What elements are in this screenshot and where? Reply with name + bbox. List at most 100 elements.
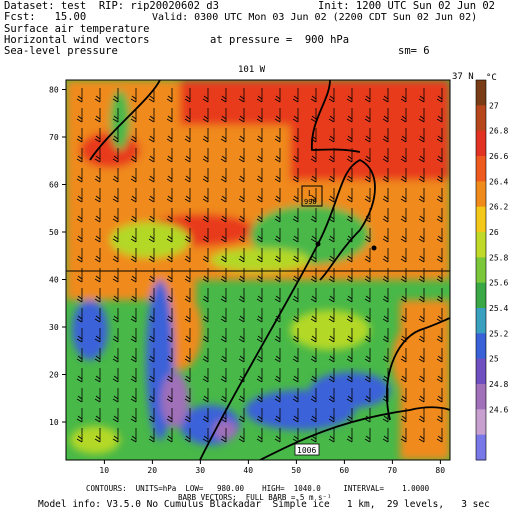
wind-barb — [292, 288, 299, 303]
wind-barb — [76, 408, 83, 423]
wind-barb — [400, 248, 407, 263]
y-axis-ticks: 10 20 30 40 50 60 70 80 — [49, 86, 66, 427]
wind-barb — [202, 108, 209, 123]
temperature-region — [80, 132, 140, 168]
wind-barb — [148, 268, 155, 283]
wind-barb — [292, 348, 299, 363]
wind-barb — [292, 408, 299, 423]
wind-barb — [418, 208, 425, 223]
wind-barb — [220, 208, 227, 223]
wind-barb — [346, 248, 353, 263]
colorbar-swatch — [476, 282, 486, 309]
wind-barb — [436, 348, 443, 363]
y-tick-label: 80 — [49, 86, 59, 95]
x-tick-label: 40 — [243, 466, 253, 475]
wind-barb — [400, 328, 407, 343]
wind-barb — [346, 368, 353, 383]
wind-barb — [112, 428, 119, 443]
wind-barb — [166, 88, 173, 103]
wind-barb — [274, 88, 281, 103]
wind-barb — [346, 288, 353, 303]
wind-barb — [418, 428, 425, 443]
wind-barb — [202, 268, 209, 283]
wind-barb — [148, 128, 155, 143]
wind-barb — [202, 288, 209, 303]
wind-barb — [94, 248, 101, 263]
wind-barb — [364, 308, 371, 323]
colorbar-label: 26.6 — [489, 152, 508, 161]
wind-barb — [256, 208, 263, 223]
wind-barb — [436, 368, 443, 383]
wind-barb — [328, 228, 335, 243]
wind-barb — [382, 268, 389, 283]
wind-barb — [364, 188, 371, 203]
wind-barb — [184, 148, 191, 163]
wind-barb — [220, 308, 227, 323]
wind-barb — [238, 248, 245, 263]
wind-barb — [202, 148, 209, 163]
wind-barb — [382, 248, 389, 263]
temperature-region — [180, 80, 450, 125]
wind-barb — [346, 108, 353, 123]
colorbar-swatch — [476, 156, 486, 182]
temperature-region — [210, 248, 310, 272]
wind-barb — [346, 168, 353, 183]
colorbar-label: 24.8 — [489, 380, 508, 389]
wind-barb — [184, 328, 191, 343]
wind-barb — [292, 268, 299, 283]
colorbar-label: 26.8 — [489, 127, 508, 136]
wind-barb — [436, 148, 443, 163]
wind-barb — [220, 108, 227, 123]
wind-barb — [364, 108, 371, 123]
isobar — [199, 158, 376, 460]
wind-barb — [400, 408, 407, 423]
wind-barb — [418, 248, 425, 263]
wind-barb — [400, 168, 407, 183]
wind-barb — [166, 368, 173, 383]
wind-barb — [238, 408, 245, 423]
wind-barb — [382, 128, 389, 143]
wind-barb — [256, 408, 263, 423]
wind-barb — [184, 408, 191, 423]
wind-barb — [112, 208, 119, 223]
temperature-region — [161, 372, 189, 428]
wind-barb — [310, 308, 317, 323]
plot-frame — [65, 79, 451, 461]
wind-barb — [346, 348, 353, 363]
wind-barb — [148, 148, 155, 163]
colorbar-swatch — [476, 358, 486, 385]
wind-barb — [256, 288, 263, 303]
wind-barb — [94, 128, 101, 143]
wind-barb — [310, 128, 317, 143]
wind-barb — [364, 348, 371, 363]
wind-barb — [148, 168, 155, 183]
wind-barb — [274, 308, 281, 323]
wind-barb — [292, 308, 299, 323]
wind-barb — [346, 128, 353, 143]
colorbar-swatch — [476, 434, 486, 461]
colorbar-label: 26.2 — [489, 203, 508, 212]
wind-barb — [274, 328, 281, 343]
wind-barb — [256, 88, 263, 103]
wind-barb — [76, 88, 83, 103]
wind-barb — [382, 188, 389, 203]
wind-barb — [94, 368, 101, 383]
wind-barb — [166, 408, 173, 423]
wind-barb — [328, 288, 335, 303]
wind-barb — [292, 208, 299, 223]
isobar — [386, 317, 450, 421]
wind-barb — [274, 428, 281, 443]
wind-barb — [166, 208, 173, 223]
wind-barb — [166, 108, 173, 123]
wind-barb — [382, 288, 389, 303]
y-tick-label: 50 — [49, 228, 59, 237]
wind-barb — [328, 128, 335, 143]
wind-barb — [166, 308, 173, 323]
colorbar-label: 26.4 — [489, 177, 508, 186]
wind-barb — [418, 168, 425, 183]
wind-barb — [130, 88, 137, 103]
forecast-hour-label: Fcst: 15.00 — [4, 11, 87, 23]
wind-barb — [346, 308, 353, 323]
wind-barb — [112, 88, 119, 103]
wind-barb — [256, 188, 263, 203]
